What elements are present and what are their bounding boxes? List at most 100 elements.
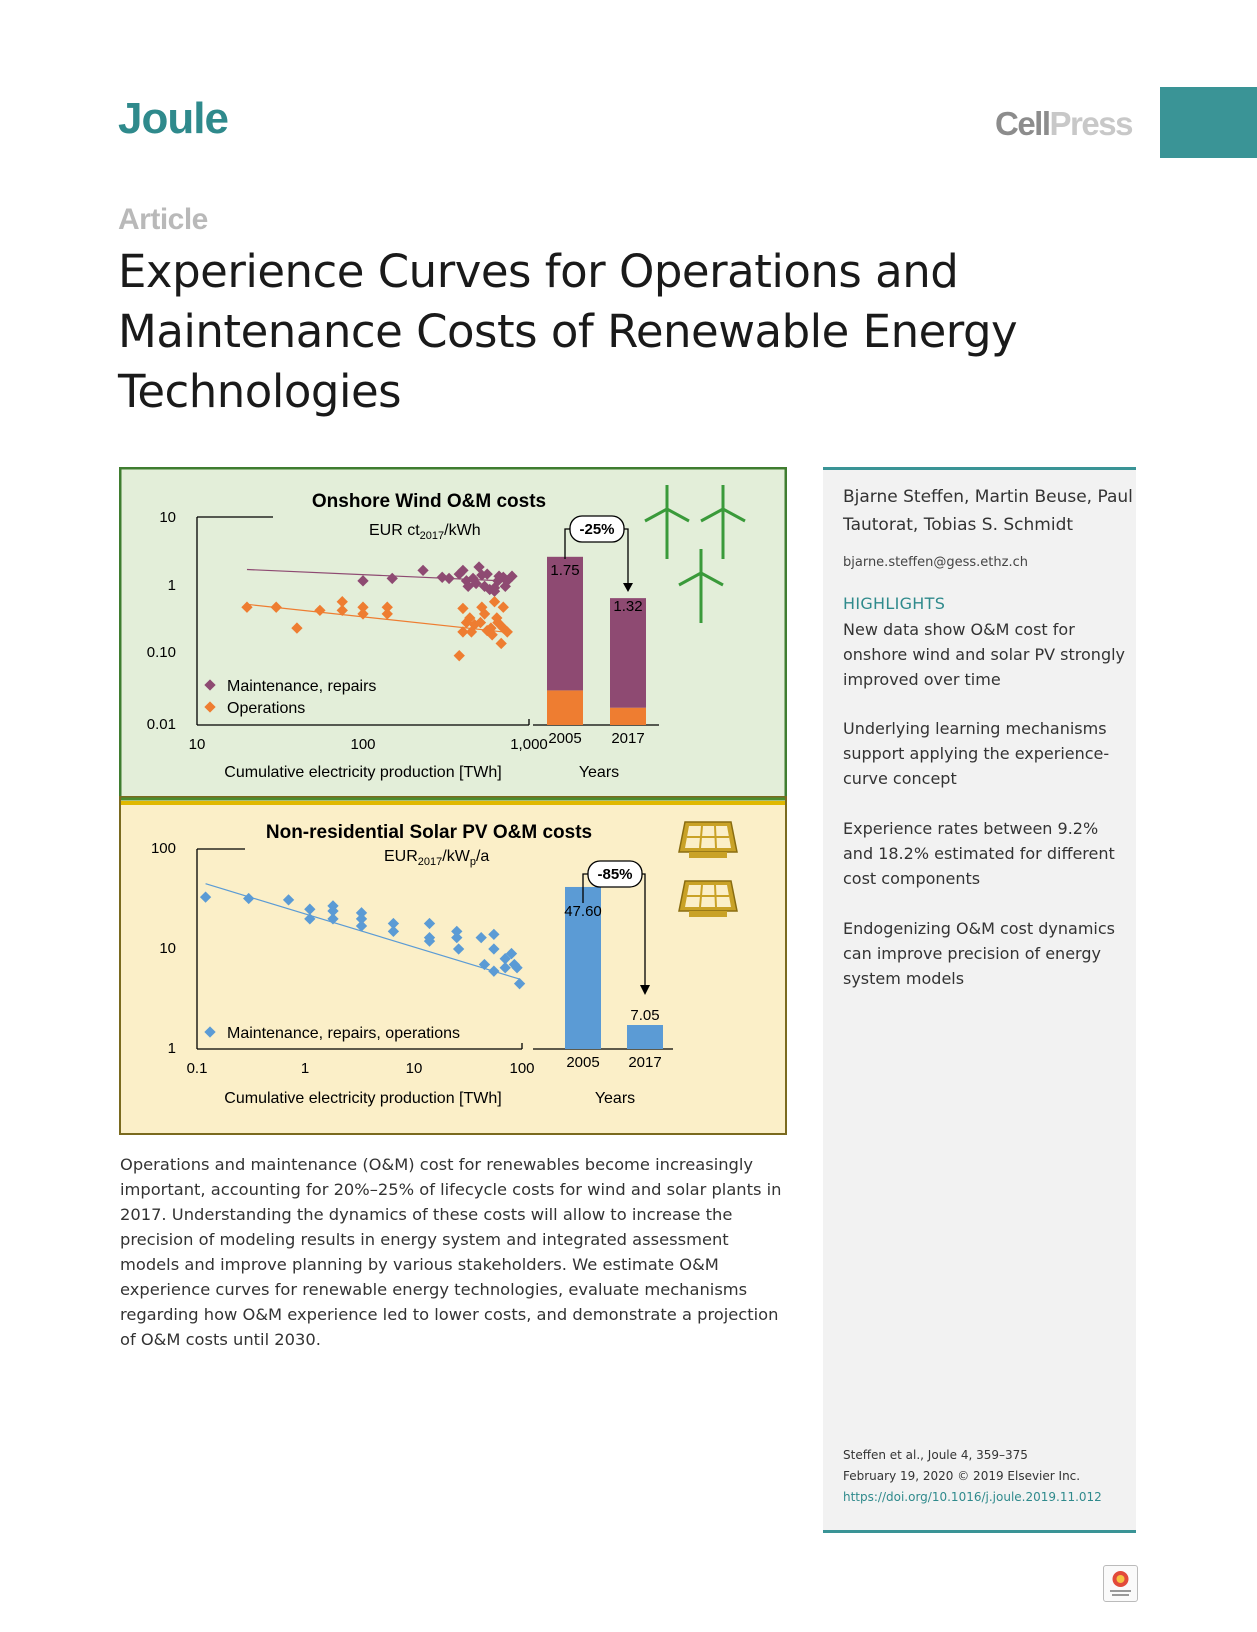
wind-point (381, 601, 393, 613)
wind-bar-label-2005: 1.75 (550, 562, 579, 579)
wind-y-tick-1: 1 (168, 577, 176, 594)
solar-point (327, 913, 339, 925)
solar-panel-background (119, 796, 787, 1135)
highlight-item: Endogenizing O&M cost dynamics can impro… (843, 919, 1115, 988)
doi-link[interactable]: https://doi.org/10.1016/j.joule.2019.11.… (843, 1490, 1102, 1504)
wind-bar-2017-1 (610, 707, 646, 725)
wind-point (357, 601, 369, 613)
highlight-item: New data show O&M cost for onshore wind … (843, 620, 1126, 689)
publisher-logo: CellPress (995, 105, 1133, 142)
solar-point (511, 962, 523, 974)
author-list: Bjarne Steffen, Martin Beuse, Paul Tauto… (843, 487, 1133, 535)
wind-bar-2005-1 (547, 690, 583, 725)
wind-point (465, 626, 478, 638)
solar-trendline-0 (205, 883, 520, 980)
wind-scatter-plot (196, 516, 530, 726)
wind-y-tick-10: 10 (159, 509, 176, 526)
wind-change-label: -25% (579, 521, 614, 538)
solar-point (327, 905, 339, 917)
wind-point (495, 637, 507, 650)
solar-change-label: -85% (597, 866, 632, 883)
solar-bar-cat-2017: 2017 (628, 1054, 661, 1071)
solar-point (423, 917, 436, 930)
solar-point (282, 894, 295, 906)
wind-point (486, 629, 498, 641)
wind-bar-cat-2017: 2017 (611, 730, 644, 747)
solar-point (304, 913, 316, 925)
solar-y-tick-10: 10 (159, 940, 176, 957)
wind-point (386, 572, 398, 585)
check-for-updates-icon[interactable] (1103, 1565, 1138, 1602)
solar-point (387, 917, 400, 930)
publication-date-line: February 19, 2020 © 2019 Elsevier Inc. (843, 1469, 1081, 1483)
graphical-abstract-figure: Onshore Wind O&M costs EUR ct2017/kWh 10… (119, 467, 787, 1135)
wind-bar-2005-0 (547, 556, 583, 691)
wind-y-unit: EUR ct2017/kWh (369, 522, 481, 542)
solar-x-tick-1: 1 (301, 1060, 309, 1077)
wind-chart-title: Onshore Wind O&M costs (312, 491, 546, 512)
solar-point (199, 891, 212, 903)
info-sidebar (823, 467, 1136, 1533)
solar-point (355, 920, 368, 932)
abstract-text: Operations and maintenance (O&M) cost fo… (120, 1155, 782, 1349)
solar-bar-chart (533, 886, 673, 1050)
solar-bar-2017-0 (627, 1025, 663, 1049)
solar-point (475, 931, 487, 944)
wind-point (314, 604, 326, 617)
legend-marker-solar (204, 1026, 216, 1038)
wind-point (457, 626, 469, 638)
citation-line: Steffen et al., Joule 4, 359–375 (843, 1448, 1028, 1462)
solar-point (478, 958, 491, 971)
solar-chart-title: Non-residential Solar PV O&M costs (266, 822, 592, 843)
wind-point (241, 601, 253, 613)
solar-bar-2005-0 (565, 886, 601, 1049)
wind-point (464, 612, 476, 624)
solar-point (452, 943, 465, 955)
solar-legend-series: Maintenance, repairs, operations (227, 1025, 460, 1042)
solar-point (355, 907, 368, 919)
wind-turbine-icon (644, 485, 746, 623)
solar-y-tick-100: 100 (151, 840, 176, 857)
solar-bar-label-2017: 7.05 (630, 1007, 659, 1024)
solar-scatter-plot (196, 848, 526, 1050)
corresponding-email[interactable]: bjarne.steffen@gess.ethz.ch (843, 555, 1028, 570)
article-title: Experience Curves for Operations and Mai… (118, 245, 1018, 418)
wind-point (270, 601, 282, 613)
solar-y-unit: EUR2017/kWp/a (384, 848, 489, 868)
wind-point (336, 604, 348, 617)
solar-point (304, 903, 316, 915)
solar-y-tick-1: 1 (168, 1040, 176, 1057)
highlight-item: Experience rates between 9.2% and 18.2% … (843, 819, 1115, 888)
solar-bar-cat-2005: 2005 (566, 1054, 599, 1071)
solar-point (513, 978, 526, 990)
wind-bar-x-label: Years (579, 764, 619, 781)
wind-bar-chart (533, 556, 659, 726)
wind-y-tick-0.10: 0.10 (147, 644, 176, 661)
solar-x-tick-100: 100 (509, 1060, 534, 1077)
citation-block: Steffen et al., Joule 4, 359–375 Februar… (843, 1445, 1102, 1508)
wind-y-tick-0.01: 0.01 (147, 716, 176, 733)
wind-trendline-0 (246, 568, 504, 582)
wind-bar-label-2017: 1.32 (613, 598, 642, 615)
wind-point (336, 596, 348, 608)
wind-point (467, 572, 479, 585)
wind-trendline-1 (246, 603, 504, 633)
solar-point (505, 947, 518, 960)
solar-point (499, 953, 511, 965)
article-type-label: Article (118, 203, 208, 236)
wind-x-tick-100: 100 (350, 736, 375, 753)
highlight-item: Underlying learning mechanisms support a… (843, 719, 1110, 788)
solar-point (387, 925, 400, 938)
solar-x-tick-0.1: 0.1 (187, 1060, 208, 1077)
solar-bar-label-2005: 47.60 (564, 903, 602, 920)
solar-bar-x-label: Years (595, 1090, 635, 1107)
wind-panel-background (119, 467, 787, 800)
wind-bar-2017-0 (610, 598, 646, 708)
wind-x-tick-1000: 1,000 (510, 736, 548, 753)
solar-point (355, 913, 368, 925)
wind-point (497, 601, 509, 613)
solar-point (423, 935, 436, 947)
corner-accent-block (1160, 87, 1257, 158)
solar-x-axis-label: Cumulative electricity production [TWh] (224, 1090, 501, 1107)
solar-panel-icon (678, 821, 738, 917)
